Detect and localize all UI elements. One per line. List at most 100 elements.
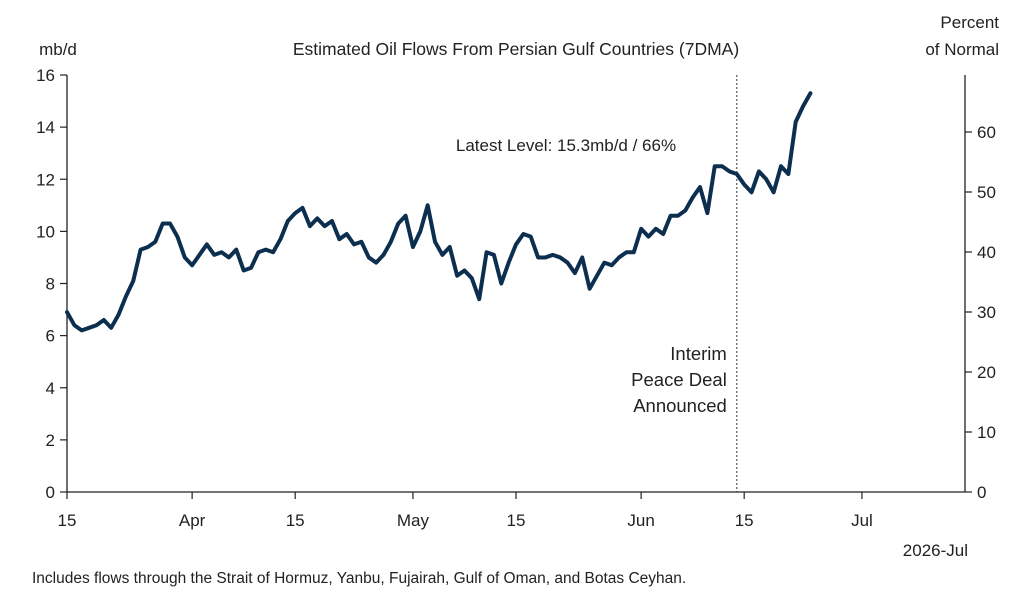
data-point	[264, 248, 267, 251]
data-point	[183, 256, 186, 259]
data-point	[323, 224, 326, 228]
data-point	[779, 165, 783, 168]
left-tick-label: 12	[36, 170, 55, 189]
data-point	[485, 251, 488, 254]
data-point	[117, 313, 120, 316]
data-point	[109, 326, 113, 330]
data-point	[551, 253, 554, 257]
data-point	[293, 211, 297, 215]
x-tick-label: 15	[58, 511, 77, 530]
left-tick-label: 14	[36, 118, 55, 137]
left-tick-label: 10	[36, 222, 55, 241]
data-point	[249, 266, 253, 270]
data-point	[698, 185, 702, 189]
footnote: Includes flows through the Strait of Hor…	[32, 570, 686, 587]
data-point	[610, 264, 613, 267]
data-point	[728, 170, 731, 173]
oil-flow-line	[65, 91, 813, 333]
latest-level-annotation: Latest Level: 15.3mb/d / 66%	[456, 136, 676, 155]
data-point	[757, 170, 761, 173]
data-point	[374, 261, 378, 264]
data-point	[684, 209, 687, 212]
left-axis-unit-label: mb/d	[39, 40, 77, 59]
x-tick-label: 15	[735, 511, 754, 530]
data-point	[345, 232, 348, 236]
data-point	[205, 243, 209, 246]
data-point	[492, 253, 496, 257]
data-point	[742, 183, 746, 186]
data-point	[500, 282, 503, 285]
data-point	[65, 310, 69, 314]
data-point	[507, 261, 510, 264]
data-point	[595, 274, 599, 277]
data-point	[308, 224, 312, 228]
data-point	[95, 324, 98, 327]
right-tick-label: 30	[977, 303, 996, 322]
data-point	[720, 165, 724, 168]
data-point	[419, 230, 422, 233]
data-point	[558, 256, 562, 259]
data-point	[235, 248, 238, 251]
left-tick-label: 8	[46, 275, 55, 294]
data-point	[316, 217, 319, 220]
data-point	[603, 261, 606, 264]
data-point	[367, 256, 370, 259]
right-axis-ticks: 0 10 20 30 40 50 60	[965, 123, 996, 502]
right-axis-unit-label-line2: of Normal	[925, 40, 999, 59]
left-tick-label: 16	[36, 66, 55, 85]
data-point	[257, 251, 260, 254]
x-tick-label: 15	[507, 511, 526, 530]
data-point	[566, 261, 569, 264]
data-point	[514, 243, 518, 246]
event-label-line3: Announced	[633, 395, 727, 416]
x-axis-ticks: 15 Apr 15 May 15 Jun 15 Jul	[58, 492, 873, 530]
right-tick-label: 40	[977, 243, 996, 262]
event-label-line1: Interim	[670, 343, 727, 364]
data-point	[772, 191, 775, 194]
data-point	[522, 232, 525, 236]
right-axis-unit-label-line1: Percent	[940, 13, 999, 32]
data-point	[389, 240, 393, 243]
data-point	[161, 222, 164, 225]
data-point	[154, 240, 157, 243]
left-tick-label: 2	[46, 431, 55, 450]
data-point	[352, 243, 356, 246]
data-point	[190, 264, 194, 267]
year-label: 2026-Jul	[903, 541, 968, 560]
data-point	[330, 219, 334, 223]
data-point	[397, 222, 400, 225]
data-point	[213, 253, 216, 257]
data-point	[676, 214, 680, 217]
x-tick-label: May	[397, 511, 430, 530]
data-point	[478, 297, 481, 301]
data-point	[625, 251, 628, 254]
data-point	[176, 235, 179, 238]
data-point	[426, 204, 429, 207]
left-tick-label: 6	[46, 327, 55, 346]
data-point	[669, 214, 672, 217]
data-point	[455, 274, 459, 277]
x-tick-label: Apr	[179, 511, 206, 530]
data-point	[470, 277, 474, 280]
data-point	[765, 178, 768, 181]
data-point	[809, 92, 812, 95]
data-point	[301, 206, 304, 210]
data-point	[198, 253, 201, 257]
data-point	[632, 251, 635, 254]
data-point	[529, 235, 532, 238]
data-point	[573, 271, 577, 275]
data-point	[662, 232, 665, 236]
data-point	[168, 222, 172, 225]
data-point	[220, 251, 223, 254]
x-tick-label: Jul	[851, 511, 873, 530]
data-point	[536, 256, 540, 259]
data-point	[581, 256, 584, 259]
data-point	[227, 256, 231, 259]
data-point	[654, 227, 658, 230]
data-point	[544, 256, 547, 259]
data-point	[80, 329, 83, 332]
data-point	[433, 240, 437, 243]
data-point	[706, 211, 709, 215]
data-point	[73, 324, 76, 327]
